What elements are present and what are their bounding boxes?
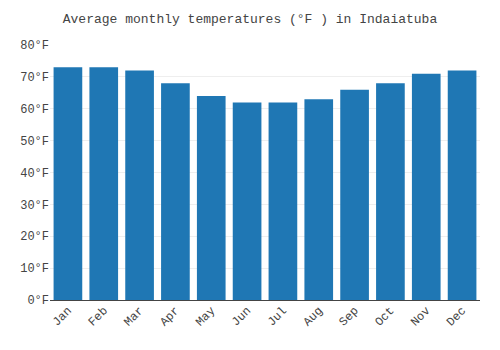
- svg-text:20°F: 20°F: [20, 230, 49, 244]
- svg-text:70°F: 70°F: [20, 71, 49, 85]
- svg-text:0°F: 0°F: [27, 294, 49, 308]
- svg-text:Oct: Oct: [372, 304, 397, 329]
- svg-text:May: May: [193, 304, 218, 329]
- svg-text:Apr: Apr: [157, 304, 182, 329]
- svg-text:60°F: 60°F: [20, 103, 49, 117]
- svg-text:Jun: Jun: [229, 304, 254, 329]
- svg-text:Nov: Nov: [408, 304, 433, 329]
- svg-text:Feb: Feb: [86, 304, 111, 329]
- svg-text:50°F: 50°F: [20, 135, 49, 149]
- svg-text:10°F: 10°F: [20, 262, 49, 276]
- svg-text:Mar: Mar: [121, 304, 146, 329]
- svg-text:Sep: Sep: [336, 304, 361, 329]
- svg-text:80°F: 80°F: [20, 39, 49, 53]
- svg-text:Aug: Aug: [301, 304, 326, 329]
- svg-text:30°F: 30°F: [20, 199, 49, 213]
- svg-text:Average monthly temperatures (: Average monthly temperatures (°F ) in In…: [63, 12, 438, 27]
- svg-text:Dec: Dec: [444, 304, 469, 329]
- svg-text:Jan: Jan: [50, 304, 75, 329]
- svg-text:Jul: Jul: [265, 304, 290, 329]
- svg-text:40°F: 40°F: [20, 167, 49, 181]
